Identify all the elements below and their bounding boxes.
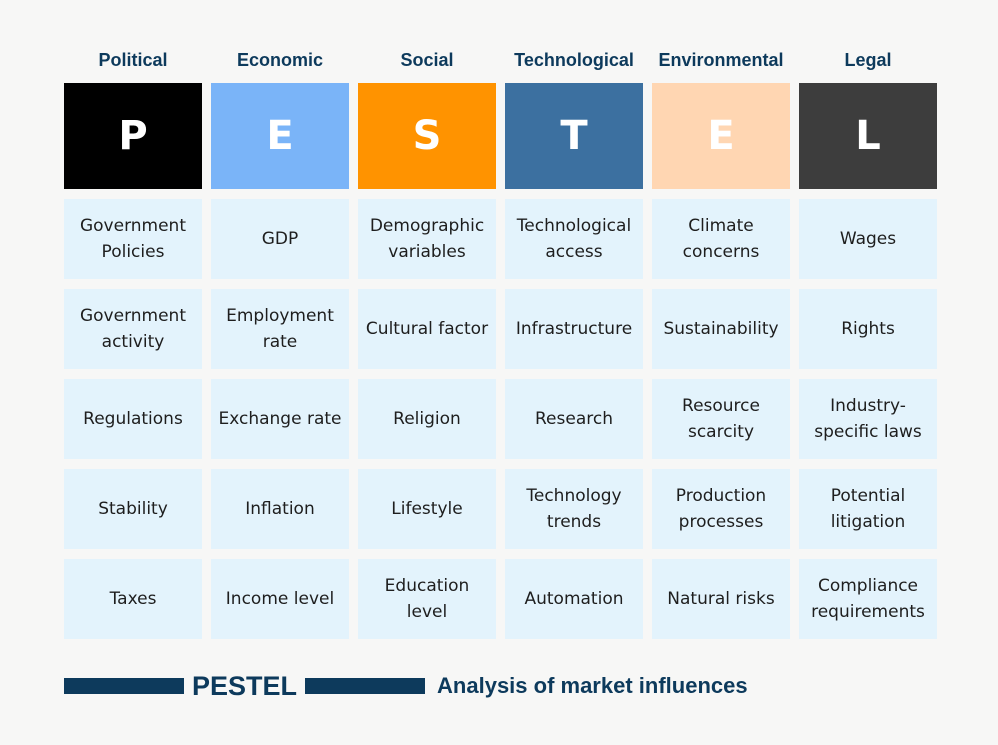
factor-label: Industry- specific laws: [814, 396, 922, 442]
pestel-grid: Political P Government Policies Government …: [64, 44, 937, 639]
column-title: Economic: [236, 49, 324, 70]
factor-cell: Demographic variables: [358, 199, 496, 279]
factor-cell: Rights: [799, 289, 937, 369]
letter-tile: S: [358, 83, 496, 189]
factor-label: Government Policies: [79, 216, 187, 262]
factor-cell: Natural risks: [652, 559, 790, 639]
letter-tile: T: [505, 83, 643, 189]
factor-label: Education level: [384, 576, 470, 622]
factor-label: Compliance requirements: [811, 576, 925, 622]
factor-cell: Lifestyle: [358, 469, 496, 549]
factor-cell: Resource scarcity: [652, 379, 790, 459]
factor-label: Income level: [225, 589, 335, 609]
factor-label: Resource scarcity: [682, 396, 760, 442]
factor-label: Technology trends: [526, 486, 622, 532]
factor-cell: Sustainability: [652, 289, 790, 369]
factor-label: Regulations: [83, 409, 183, 429]
factor-cell: Potential litigation: [799, 469, 937, 549]
factor-label: Lifestyle: [391, 499, 463, 519]
factor-cell: Taxes: [64, 559, 202, 639]
factor-label: Inflation: [245, 499, 315, 519]
factor-label: Research: [535, 409, 613, 429]
factor-label: Stability: [98, 499, 168, 519]
factor-cell: Infrastructure: [505, 289, 643, 369]
factor-cell: Industry- specific laws: [799, 379, 937, 459]
factor-label: GDP: [261, 229, 299, 249]
factor-label: Rights: [841, 319, 895, 339]
factor-cell: Technology trends: [505, 469, 643, 549]
footer-bar-right: [305, 678, 426, 694]
factor-cell: Research: [505, 379, 643, 459]
factor-cell: Income level: [211, 559, 349, 639]
footer-bar-left: [64, 678, 184, 694]
factor-cell: Education level: [358, 559, 496, 639]
column-title: Environmental: [658, 49, 784, 70]
factor-cell: Regulations: [64, 379, 202, 459]
column-environmental: Environmental E Climate concerns Sustainabi…: [652, 44, 790, 639]
factor-cell: Climate concerns: [652, 199, 790, 279]
factor-cell: Inflation: [211, 469, 349, 549]
factor-cell: Stability: [64, 469, 202, 549]
factor-cell: Exchange rate: [211, 379, 349, 459]
factor-label: Demographic variables: [369, 216, 485, 262]
footer-title: PESTEL: [192, 670, 298, 701]
letter-tile: P: [64, 83, 202, 189]
factor-cell: Government activity: [64, 289, 202, 369]
letter-tile: E: [211, 83, 349, 189]
column-social: Social S Demographic variables Cultural fac…: [358, 44, 496, 639]
factor-cell: GDP: [211, 199, 349, 279]
factor-cell: Production processes: [652, 469, 790, 549]
factor-label: Automation: [524, 589, 624, 609]
factor-label: Taxes: [109, 589, 157, 609]
factor-label: Natural risks: [667, 589, 775, 609]
letter-tile: E: [652, 83, 790, 189]
factor-cell: Automation: [505, 559, 643, 639]
column-political: Political P Government Policies Government …: [64, 44, 202, 639]
column-technological: Technological T Technological access Infras…: [505, 44, 643, 639]
column-title: Legal: [844, 49, 892, 70]
column-legal: Legal L Wages Rights Industry- specific laws…: [799, 44, 937, 639]
column-title: Political: [98, 49, 168, 70]
column-title: Social: [400, 49, 454, 70]
column-economic: Economic E GDP Employment rate Exchange rate…: [211, 44, 349, 639]
factor-label: Religion: [393, 409, 461, 429]
factor-cell: Government Policies: [64, 199, 202, 279]
factor-label: Potential litigation: [830, 486, 906, 532]
factor-cell: Cultural factor: [358, 289, 496, 369]
factor-cell: Religion: [358, 379, 496, 459]
footer-subtitle: Analysis of market influences: [437, 673, 748, 698]
column-title: Technological: [514, 49, 634, 70]
factor-label: Exchange rate: [218, 409, 342, 429]
factor-label: Government activity: [79, 306, 187, 352]
footer: PESTEL Analysis of market influences: [64, 668, 748, 704]
factor-label: Cultural factor: [365, 319, 489, 339]
factor-label: Climate concerns: [682, 216, 760, 262]
factor-label: Sustainability: [663, 319, 779, 339]
factor-label: Infrastructure: [515, 319, 633, 339]
factor-label: Wages: [839, 229, 897, 249]
factor-label: Employment rate: [226, 306, 334, 352]
factor-label: Technological access: [516, 216, 632, 262]
factor-cell: Employment rate: [211, 289, 349, 369]
factor-cell: Technological access: [505, 199, 643, 279]
factor-cell: Wages: [799, 199, 937, 279]
letter-tile: L: [799, 83, 937, 189]
factor-cell: Compliance requirements: [799, 559, 937, 639]
factor-label: Production processes: [675, 486, 767, 532]
